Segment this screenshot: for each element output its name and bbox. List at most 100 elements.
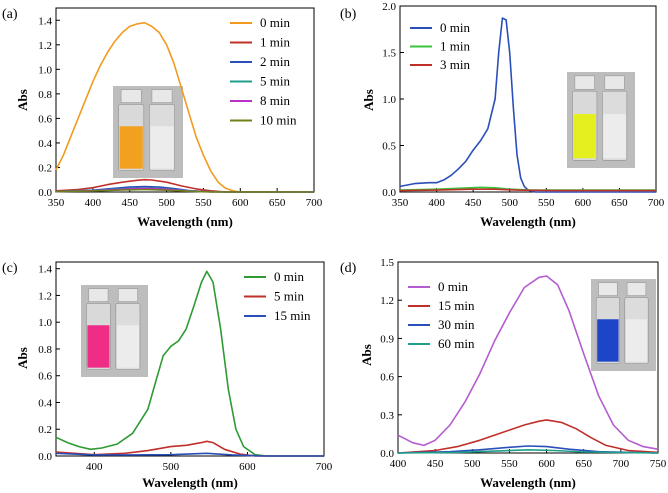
chart-panel-d: 400 450 500 550 600 650 700 750 0.0 0.3 0.6 0.9 1.2 1… <box>340 257 667 490</box>
x-tick-label: 600 <box>239 461 256 473</box>
legend-label: 1 min <box>440 39 470 54</box>
x-tick-label: 400 <box>390 458 407 470</box>
vial-cap <box>626 282 647 296</box>
y-axis-label: Abs <box>361 89 376 111</box>
series-line <box>55 188 315 193</box>
sample-vials-photo <box>567 72 635 168</box>
sample-vials-photo <box>591 279 656 371</box>
y-tick-label: 0.2 <box>38 162 52 174</box>
y-tick-label: 0.9 <box>380 333 394 345</box>
legend-label: 15 min <box>274 308 311 323</box>
y-tick-label: 1.2 <box>38 290 52 302</box>
y-tick-label: 1.4 <box>38 264 52 276</box>
panel-label: (c) <box>2 261 18 276</box>
y-axis-label: Abs <box>15 347 30 369</box>
clear-solution <box>625 319 648 362</box>
series-line <box>397 449 659 454</box>
legend-label: 0 min <box>438 279 468 294</box>
sample-vials-photo <box>81 285 148 377</box>
x-axis-label: Wavelength (nm) <box>480 214 576 229</box>
y-tick-label: 0.0 <box>38 187 52 199</box>
y-tick-label: 1.5 <box>380 257 394 269</box>
legend-label: 2 min <box>260 54 290 69</box>
chart-panel-b: 350 400 450 500 550 600 650 700 0.0 0.5 1.0 1.5 2.0 W… <box>340 1 665 229</box>
legend-label: 60 min <box>438 336 475 351</box>
legend-label: 30 min <box>438 317 475 332</box>
x-tick-label: 450 <box>121 197 138 209</box>
x-tick-label: 750 <box>650 458 667 470</box>
legend-label: 1 min <box>260 35 290 50</box>
x-tick-label: 350 <box>392 197 409 209</box>
y-tick-label: 0.8 <box>38 89 52 101</box>
x-tick-label: 400 <box>86 461 103 473</box>
y-tick-label: 0.3 <box>380 410 394 422</box>
legend-label: 3 min <box>440 57 470 72</box>
x-tick-label: 400 <box>85 197 102 209</box>
series-line <box>55 440 324 457</box>
legend-label: 0 min <box>440 20 470 35</box>
series-line <box>55 452 324 457</box>
x-tick-label: 500 <box>158 197 175 209</box>
legend-label: 8 min <box>260 93 290 108</box>
legend-label: 5 min <box>274 289 304 304</box>
x-tick-label: 600 <box>232 197 249 209</box>
panel-label: (d) <box>340 261 357 276</box>
vial-cap <box>604 75 625 90</box>
y-axis-label: Abs <box>15 89 30 111</box>
series-line <box>55 21 314 193</box>
y-tick-label: 0.0 <box>380 448 394 460</box>
legend: 0 min 1 min 2 min 5 min 8 min 10 min <box>230 15 297 128</box>
x-tick-label: 700 <box>613 458 630 470</box>
clear-solution <box>150 126 174 169</box>
x-tick-label: 350 <box>48 197 65 209</box>
y-tick-label: 1.2 <box>38 40 52 52</box>
legend: 0 min 1 min 3 min <box>410 20 470 72</box>
plot-frame <box>55 7 315 193</box>
x-tick-label: 600 <box>575 197 592 209</box>
plot-frame <box>397 261 659 454</box>
y-tick-label: 1.4 <box>38 15 52 27</box>
colored-solution <box>87 325 110 368</box>
series-line <box>55 270 324 457</box>
colored-solution <box>119 126 143 169</box>
legend: 0 min 5 min 15 min <box>244 269 311 323</box>
x-tick-label: 700 <box>316 461 333 473</box>
clear-solution <box>603 114 626 159</box>
x-tick-label: 500 <box>501 197 518 209</box>
legend-label: 10 min <box>260 113 297 128</box>
x-tick-label: 650 <box>269 197 286 209</box>
y-tick-label: 0.6 <box>380 372 394 384</box>
y-tick-label: 0.6 <box>38 371 52 383</box>
colored-solution <box>573 114 596 159</box>
y-tick-label: 0.6 <box>38 113 52 125</box>
colored-solution <box>597 319 619 362</box>
x-tick-label: 500 <box>464 458 481 470</box>
series-line <box>399 188 656 192</box>
legend-label: 15 min <box>438 298 475 313</box>
vial-cap <box>117 288 138 302</box>
y-tick-label: 1.0 <box>38 317 52 329</box>
x-tick-label: 700 <box>648 197 665 209</box>
legend-label: 0 min <box>274 269 304 284</box>
series-line <box>397 445 659 454</box>
legend: 0 min 15 min 30 min 60 min <box>408 279 475 351</box>
x-tick-label: 450 <box>465 197 482 209</box>
y-tick-label: 1.0 <box>38 64 52 76</box>
panel-label: (b) <box>340 7 357 22</box>
x-tick-label: 650 <box>611 197 628 209</box>
y-tick-label: 0.0 <box>382 187 396 199</box>
vial-cap <box>598 282 618 296</box>
x-tick-label: 550 <box>501 458 518 470</box>
y-tick-label: 1.2 <box>380 295 394 307</box>
panel-label: (a) <box>2 7 18 22</box>
series-line <box>55 178 314 193</box>
vial-cap <box>120 89 142 103</box>
x-axis-label: Wavelength (nm) <box>480 475 576 490</box>
y-tick-label: 2.0 <box>382 1 396 13</box>
plot-frame <box>55 261 325 457</box>
x-tick-label: 550 <box>538 197 555 209</box>
vial-cap <box>151 89 173 103</box>
y-tick-label: 1.5 <box>382 48 396 60</box>
series-line <box>397 275 659 450</box>
